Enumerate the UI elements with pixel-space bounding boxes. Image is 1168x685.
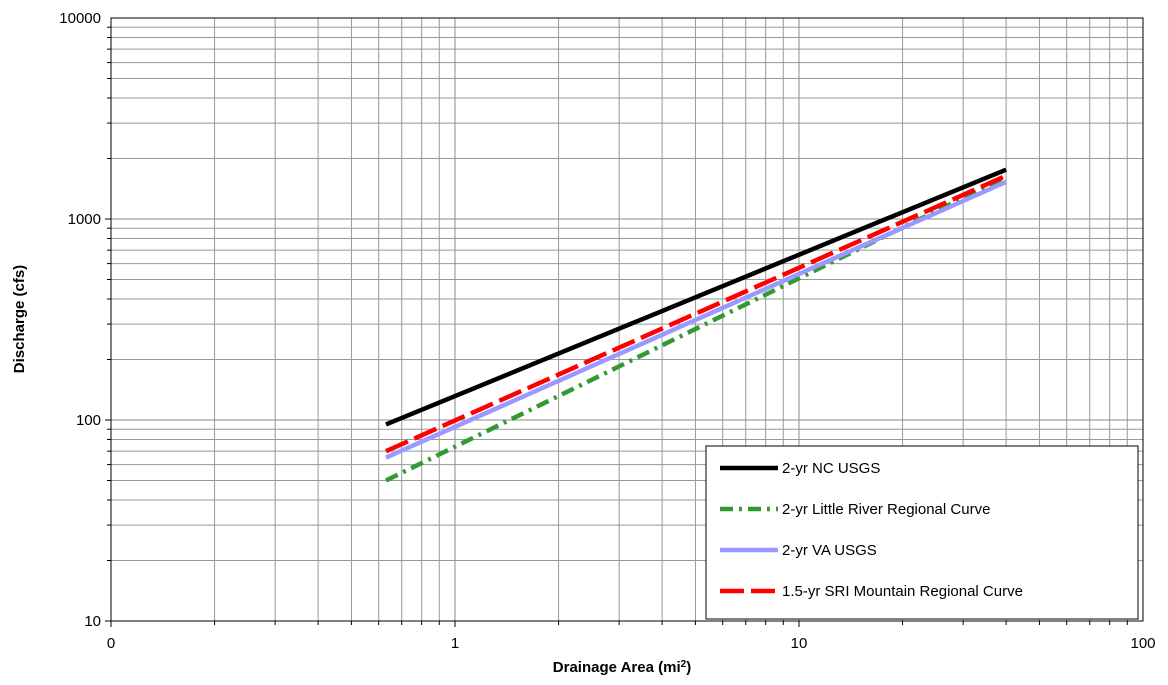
legend-box bbox=[705, 445, 1139, 620]
x-axis-title: Drainage Area (mi2) bbox=[553, 659, 691, 677]
y-tick-label: 10 bbox=[84, 613, 101, 630]
y-tick-label: 10000 bbox=[59, 10, 101, 27]
legend-label: 2-yr NC USGS bbox=[782, 460, 880, 477]
y-tick-label: 1000 bbox=[68, 211, 101, 228]
y-tick-labels: 10 100 1000 10000 bbox=[59, 10, 101, 630]
legend: 2-yr NC USGS 2-yr Little River Regional C… bbox=[705, 445, 1139, 620]
series-lines bbox=[384, 167, 1008, 483]
legend-label: 2-yr Little River Regional Curve bbox=[782, 501, 990, 518]
x-tick-label: 10 bbox=[791, 635, 808, 652]
series-line-2-yr-va-usgs bbox=[385, 179, 1008, 460]
series-line-2-yr-little-river-regional-curve bbox=[384, 174, 1008, 483]
y-tick-label: 100 bbox=[76, 412, 101, 429]
x-tick-label: 1 bbox=[451, 635, 459, 652]
plot-frame bbox=[110, 17, 1144, 622]
series-line-1-5-yr-sri-mountain-regional-curve bbox=[385, 173, 1008, 454]
series-line-2-yr-nc-usgs bbox=[385, 167, 1007, 427]
x-tick-label: 100 bbox=[1130, 635, 1155, 652]
x-tick-label: 0 bbox=[107, 635, 115, 652]
axis-ticks bbox=[105, 26, 1128, 627]
legend-label: 2-yr VA USGS bbox=[782, 542, 877, 559]
x-tick-labels: 0 1 10 100 bbox=[107, 635, 1156, 652]
y-axis-title: Discharge (cfs) bbox=[11, 265, 28, 373]
legend-label: 1.5-yr SRI Mountain Regional Curve bbox=[782, 583, 1023, 600]
